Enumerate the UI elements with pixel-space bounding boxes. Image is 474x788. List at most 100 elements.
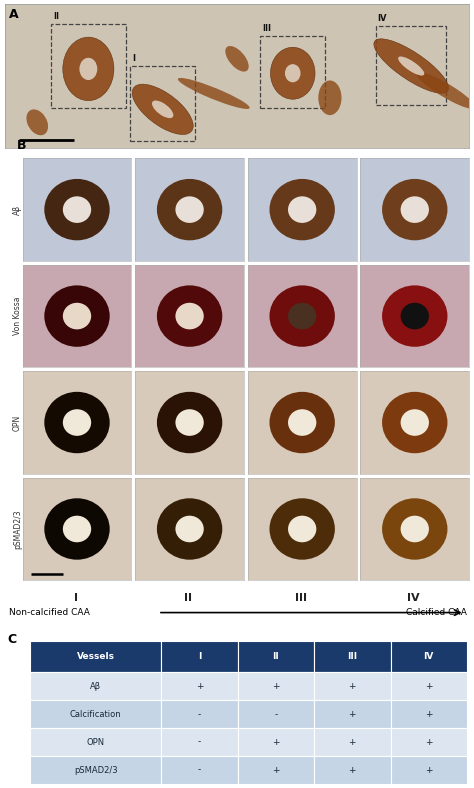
Ellipse shape: [288, 515, 316, 542]
Text: II: II: [54, 13, 60, 21]
Ellipse shape: [80, 58, 97, 80]
Bar: [130, 66, 195, 141]
Text: Aβ: Aβ: [90, 682, 101, 691]
Ellipse shape: [132, 84, 193, 135]
Text: Vessels: Vessels: [77, 652, 115, 661]
Ellipse shape: [175, 303, 204, 329]
Text: +: +: [272, 682, 280, 691]
Text: III: III: [294, 593, 307, 603]
Text: +: +: [425, 738, 432, 746]
Ellipse shape: [401, 196, 429, 223]
Ellipse shape: [152, 101, 173, 118]
Text: I: I: [132, 54, 136, 63]
Bar: [376, 25, 446, 105]
Ellipse shape: [44, 392, 109, 453]
Ellipse shape: [157, 285, 222, 347]
Ellipse shape: [382, 392, 447, 453]
Text: +: +: [425, 766, 432, 775]
FancyBboxPatch shape: [161, 672, 237, 701]
Ellipse shape: [270, 498, 335, 559]
FancyBboxPatch shape: [237, 756, 314, 784]
Ellipse shape: [401, 515, 429, 542]
Text: II: II: [273, 652, 279, 661]
Ellipse shape: [285, 64, 301, 82]
FancyBboxPatch shape: [161, 641, 237, 672]
Text: -: -: [274, 710, 278, 719]
Ellipse shape: [382, 498, 447, 559]
FancyBboxPatch shape: [314, 672, 391, 701]
Ellipse shape: [44, 498, 109, 559]
FancyBboxPatch shape: [237, 672, 314, 701]
FancyBboxPatch shape: [237, 641, 314, 672]
FancyBboxPatch shape: [391, 756, 467, 784]
Text: +: +: [348, 766, 356, 775]
Text: IV: IV: [407, 593, 419, 603]
Ellipse shape: [27, 110, 48, 136]
Text: OPN: OPN: [87, 738, 105, 746]
Ellipse shape: [175, 409, 204, 436]
Ellipse shape: [175, 196, 204, 223]
Bar: [51, 24, 126, 108]
Text: pSMAD2/3: pSMAD2/3: [13, 509, 22, 548]
Text: III: III: [263, 24, 272, 33]
Ellipse shape: [157, 392, 222, 453]
Text: +: +: [348, 682, 356, 691]
Ellipse shape: [225, 46, 249, 72]
Text: A: A: [9, 8, 19, 21]
Text: IV: IV: [378, 13, 387, 23]
Ellipse shape: [374, 39, 448, 93]
Ellipse shape: [382, 285, 447, 347]
Ellipse shape: [271, 47, 315, 99]
Ellipse shape: [270, 392, 335, 453]
FancyBboxPatch shape: [30, 756, 161, 784]
Text: pSMAD2/3: pSMAD2/3: [74, 766, 118, 775]
FancyBboxPatch shape: [237, 701, 314, 728]
Text: Calcified CAA: Calcified CAA: [406, 608, 467, 617]
FancyBboxPatch shape: [391, 701, 467, 728]
Ellipse shape: [44, 179, 109, 240]
Text: +: +: [348, 738, 356, 746]
FancyBboxPatch shape: [314, 756, 391, 784]
Ellipse shape: [63, 37, 114, 101]
Ellipse shape: [175, 515, 204, 542]
Ellipse shape: [44, 285, 109, 347]
Ellipse shape: [398, 57, 424, 76]
FancyBboxPatch shape: [391, 728, 467, 756]
FancyBboxPatch shape: [161, 756, 237, 784]
Text: I: I: [198, 652, 201, 661]
Ellipse shape: [270, 179, 335, 240]
FancyBboxPatch shape: [314, 641, 391, 672]
Text: Von Kossa: Von Kossa: [13, 297, 22, 336]
Text: +: +: [425, 682, 432, 691]
FancyBboxPatch shape: [161, 701, 237, 728]
Text: II: II: [184, 593, 192, 603]
Ellipse shape: [288, 303, 316, 329]
Ellipse shape: [63, 196, 91, 223]
Text: Aβ: Aβ: [13, 205, 22, 214]
Ellipse shape: [63, 303, 91, 329]
Text: B: B: [17, 139, 27, 152]
Ellipse shape: [157, 498, 222, 559]
FancyBboxPatch shape: [314, 728, 391, 756]
Text: I: I: [73, 593, 78, 603]
FancyBboxPatch shape: [237, 728, 314, 756]
FancyBboxPatch shape: [30, 728, 161, 756]
FancyBboxPatch shape: [30, 641, 161, 672]
Ellipse shape: [63, 515, 91, 542]
Ellipse shape: [288, 409, 316, 436]
Ellipse shape: [382, 179, 447, 240]
Text: +: +: [272, 766, 280, 775]
Ellipse shape: [157, 179, 222, 240]
Text: -: -: [198, 710, 201, 719]
Ellipse shape: [401, 303, 429, 329]
Text: Calcification: Calcification: [70, 710, 122, 719]
Text: Non-calcified CAA: Non-calcified CAA: [9, 608, 90, 617]
Ellipse shape: [63, 409, 91, 436]
FancyBboxPatch shape: [391, 641, 467, 672]
Text: +: +: [425, 710, 432, 719]
FancyBboxPatch shape: [161, 728, 237, 756]
Text: C: C: [7, 633, 16, 646]
Text: +: +: [196, 682, 203, 691]
FancyBboxPatch shape: [30, 672, 161, 701]
Text: IV: IV: [424, 652, 434, 661]
